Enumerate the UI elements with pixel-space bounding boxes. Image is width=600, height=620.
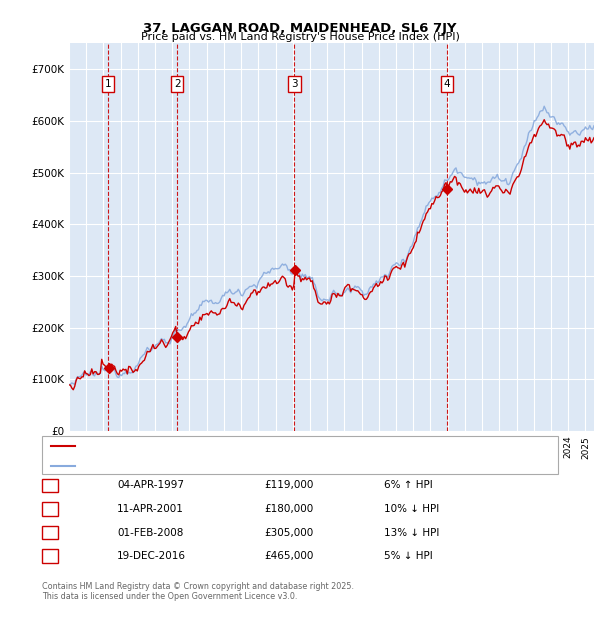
Text: 37, LAGGAN ROAD, MAIDENHEAD, SL6 7JY (semi-detached house): 37, LAGGAN ROAD, MAIDENHEAD, SL6 7JY (se… — [79, 441, 392, 450]
Text: 19-DEC-2016: 19-DEC-2016 — [117, 551, 186, 561]
Text: 01-FEB-2008: 01-FEB-2008 — [117, 528, 184, 538]
Text: 10% ↓ HPI: 10% ↓ HPI — [384, 504, 439, 514]
Text: 1: 1 — [46, 480, 53, 490]
Text: 2: 2 — [174, 79, 181, 89]
Text: £305,000: £305,000 — [264, 528, 313, 538]
Text: 4: 4 — [444, 79, 451, 89]
Text: 13% ↓ HPI: 13% ↓ HPI — [384, 528, 439, 538]
Text: £465,000: £465,000 — [264, 551, 313, 561]
Text: 4: 4 — [46, 551, 53, 561]
Text: 37, LAGGAN ROAD, MAIDENHEAD, SL6 7JY: 37, LAGGAN ROAD, MAIDENHEAD, SL6 7JY — [143, 22, 457, 35]
Text: Contains HM Land Registry data © Crown copyright and database right 2025.
This d: Contains HM Land Registry data © Crown c… — [42, 582, 354, 601]
Text: 04-APR-1997: 04-APR-1997 — [117, 480, 184, 490]
Text: £119,000: £119,000 — [264, 480, 313, 490]
Text: 11-APR-2001: 11-APR-2001 — [117, 504, 184, 514]
Text: HPI: Average price, semi-detached house, Windsor and Maidenhead: HPI: Average price, semi-detached house,… — [79, 461, 402, 470]
Text: 1: 1 — [104, 79, 111, 89]
Text: 2: 2 — [46, 504, 53, 514]
Text: 3: 3 — [291, 79, 298, 89]
Text: £180,000: £180,000 — [264, 504, 313, 514]
Text: 3: 3 — [46, 528, 53, 538]
Text: Price paid vs. HM Land Registry's House Price Index (HPI): Price paid vs. HM Land Registry's House … — [140, 32, 460, 42]
Text: 6% ↑ HPI: 6% ↑ HPI — [384, 480, 433, 490]
Text: 5% ↓ HPI: 5% ↓ HPI — [384, 551, 433, 561]
